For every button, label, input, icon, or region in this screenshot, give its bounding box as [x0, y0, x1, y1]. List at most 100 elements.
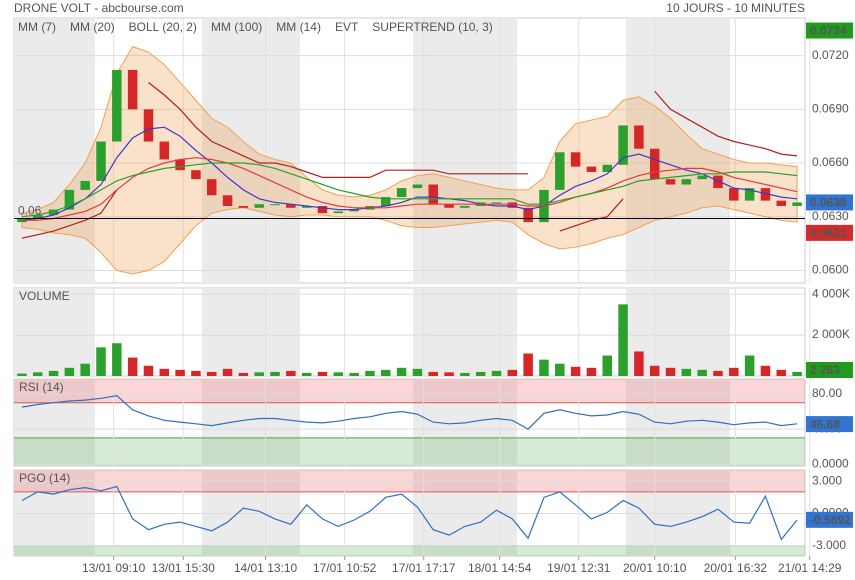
volume-bar [665, 367, 676, 376]
volume-bar [792, 371, 802, 376]
volume-bar [32, 372, 43, 376]
y-tick-label: 0.0630 [812, 209, 849, 223]
candle [286, 204, 296, 208]
reference-label: 0.06 [18, 204, 42, 218]
volume-bar [317, 371, 328, 376]
volume-bar [222, 368, 233, 376]
volume-bar [112, 343, 122, 376]
volume-bar [475, 371, 486, 376]
day-shading [626, 18, 730, 283]
y-tick-label: 0.0690 [812, 101, 849, 115]
candle [681, 179, 692, 185]
candle [760, 188, 771, 201]
indicator-line [21, 162, 798, 218]
volume-bar [127, 357, 138, 376]
candle [507, 202, 518, 208]
day-shading [14, 18, 95, 283]
legend-entry: MM (14) [276, 20, 321, 34]
indicator-line [21, 82, 798, 239]
panel-title: RSI (14) [19, 380, 64, 394]
indicator-line [21, 395, 798, 430]
candle [207, 179, 217, 196]
candle [729, 188, 739, 201]
candle [270, 204, 280, 206]
volume-bar [428, 371, 438, 376]
value-badge-label: 0.0638 [810, 196, 847, 210]
x-tick-label: 17/01 17:17 [392, 561, 456, 575]
volume-bar [207, 371, 217, 376]
volume-bar [254, 372, 264, 376]
candle [634, 125, 644, 149]
overbought-zone [14, 379, 805, 403]
volume-bar [301, 372, 312, 376]
panel-title: VOLUME [19, 289, 70, 303]
volume-bar [270, 371, 280, 376]
volume-bar [381, 369, 391, 376]
legend-entry: MM (100) [211, 20, 262, 34]
x-tick-label: 20/01 10:10 [623, 561, 687, 575]
candle [301, 206, 312, 208]
volume-bar [507, 369, 518, 376]
y-tick-label: 0.0660 [812, 155, 849, 169]
volume-bar [159, 368, 170, 376]
volume-bar [602, 355, 612, 376]
volume-bar [523, 353, 533, 376]
value-badge [806, 22, 853, 39]
candle [32, 214, 43, 219]
x-tick-label: 20/01 16:32 [704, 561, 768, 575]
volume-bar [143, 365, 154, 376]
candle [792, 202, 802, 207]
volume-bar [491, 370, 502, 376]
volume-bar [396, 367, 407, 376]
candle [713, 175, 723, 189]
volume-bar [555, 363, 565, 376]
y-tick-label: 3.000 [812, 473, 842, 487]
y-tick-label: 4 000K [812, 286, 850, 300]
day-shading [14, 288, 95, 376]
volume-bar [570, 366, 581, 376]
day-shading [202, 288, 300, 376]
volume-bar [744, 355, 755, 376]
candle [555, 152, 565, 190]
value-badge-label: 2 263 [810, 363, 840, 377]
y-tick-label: 2 000K [812, 327, 850, 341]
volume-bar [713, 370, 723, 376]
candle [191, 170, 201, 180]
oversold-zone [14, 545, 805, 556]
volume-bar [618, 304, 628, 376]
x-tick-label: 13/01 09:10 [82, 561, 146, 575]
candle [222, 195, 233, 207]
volume-bar [80, 363, 90, 376]
candle [238, 206, 249, 208]
day-shading [413, 18, 517, 283]
y-tick-label: 0.0000 [812, 456, 849, 470]
x-tick-label: 21/01 14:29 [778, 561, 842, 575]
candle [143, 109, 154, 142]
volume-bar [634, 351, 644, 376]
legend-entry: EVT [335, 20, 359, 34]
volume-bar [729, 367, 739, 376]
value-badge [806, 362, 853, 378]
candle [697, 175, 707, 180]
candle [317, 206, 328, 214]
volume-bar [286, 370, 296, 376]
volume-bar [365, 370, 375, 376]
candle [96, 141, 106, 181]
candle [349, 209, 359, 212]
candle [80, 180, 90, 190]
legend-entry: SUPERTREND (10, 3) [372, 20, 492, 34]
volume-bar [681, 368, 692, 376]
candle [428, 184, 438, 205]
legend-entry: BOLL (20, 2) [129, 20, 197, 34]
y-tick-label: -3.000 [812, 538, 846, 552]
candle [254, 204, 264, 208]
panel-title: PGO (14) [19, 471, 70, 485]
value-badge [806, 194, 853, 211]
volume-bar [96, 347, 106, 376]
volume-bar [412, 368, 423, 376]
y-tick-label: 0.0720 [812, 48, 849, 62]
candle [665, 179, 676, 185]
volume-bar [175, 369, 185, 376]
y-tick-label: 80.00 [812, 386, 842, 400]
candle [570, 152, 581, 167]
